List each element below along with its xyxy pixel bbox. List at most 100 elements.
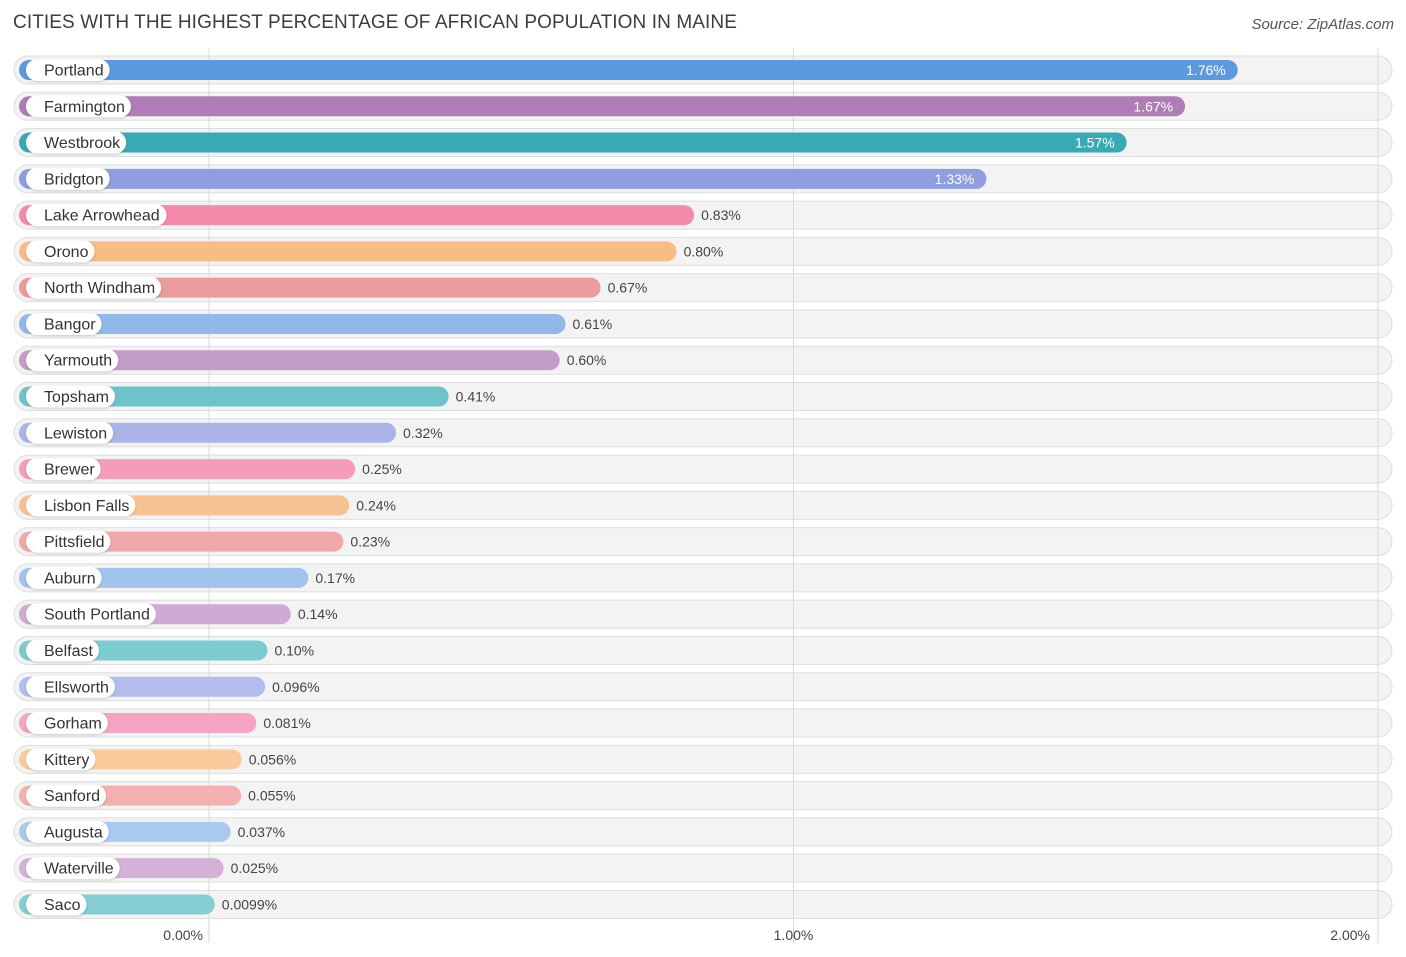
value-label: 0.025% [231, 860, 278, 876]
bar [19, 277, 601, 298]
bar-track [13, 454, 1393, 484]
value-label: 0.0099% [222, 896, 277, 912]
value-label: 0.17% [315, 570, 355, 586]
bar-row: Brewer 0.25% [19, 458, 402, 481]
bar-row: Lisbon Falls 0.24% [19, 494, 396, 517]
category-label: North Windham [44, 280, 155, 297]
x-tick-label: 2.00% [1330, 927, 1370, 943]
category-label: Gorham [44, 716, 102, 733]
bar-track [13, 672, 1393, 702]
category-label: Westbrook [44, 135, 121, 152]
category-label-pill [26, 639, 99, 662]
category-label-pill [26, 530, 111, 553]
bar-track [13, 527, 1393, 557]
category-label: Orono [44, 244, 89, 261]
bar-row: Farmington 1.67% [19, 95, 1186, 118]
bar-row: Augusta 0.037% [19, 820, 285, 843]
category-label-pill [26, 59, 110, 81]
value-label: 0.23% [350, 534, 390, 550]
category-label-pill [26, 748, 96, 771]
bar-row: Orono 0.80% [19, 240, 724, 263]
value-label: 0.80% [684, 243, 724, 259]
bar-track [13, 781, 1393, 811]
category-label: Bridgton [44, 171, 104, 188]
category-label-pill [26, 820, 109, 843]
value-label: 0.096% [272, 679, 319, 695]
category-label: Portland [44, 63, 104, 80]
value-label: 0.83% [701, 207, 741, 223]
category-label: Kittery [44, 752, 89, 769]
bar-track [13, 817, 1393, 847]
category-label-pill [26, 385, 115, 408]
category-label-pill [26, 312, 102, 335]
value-label: 0.10% [274, 642, 314, 658]
bar [19, 96, 1186, 117]
source-note: Source: ZipAtlas.com [1251, 16, 1394, 33]
bar-row: Saco 0.0099% [19, 893, 277, 916]
category-label: Sanford [44, 788, 100, 805]
bar-row: Pittsfield 0.23% [19, 530, 390, 553]
category-label: South Portland [44, 607, 150, 624]
bar-row: Waterville 0.025% [19, 857, 278, 880]
category-label: Lisbon Falls [44, 498, 129, 515]
bar [19, 241, 677, 262]
category-label: Brewer [44, 462, 95, 479]
bar-row: Westbrook 1.57% [19, 131, 1127, 154]
bar-row: Bangor 0.61% [19, 312, 612, 335]
value-label: 1.33% [935, 171, 975, 187]
category-label-pill [26, 349, 119, 372]
bar-track [13, 635, 1393, 665]
chart-title: CITIES WITH THE HIGHEST PERCENTAGE OF AF… [13, 12, 738, 33]
bar-track [13, 889, 1393, 919]
x-tick-label: 0.00% [163, 927, 203, 943]
category-label: Belfast [44, 643, 93, 660]
x-tick-label: 1.00% [774, 927, 814, 943]
bar-row: Auburn 0.17% [19, 566, 355, 589]
category-label: Auburn [44, 570, 96, 587]
bar-row: Sanford 0.055% [19, 784, 296, 807]
bar-row: South Portland 0.14% [19, 603, 338, 626]
category-label-pill [26, 603, 156, 626]
bar-row: Gorham 0.081% [19, 712, 311, 735]
value-label: 0.056% [249, 751, 296, 767]
category-label: Yarmouth [44, 353, 112, 370]
value-label: 1.76% [1186, 62, 1226, 78]
bar [19, 60, 1238, 80]
category-label-pill [26, 494, 136, 517]
bar [19, 350, 560, 371]
bar-track [13, 708, 1393, 738]
value-label: 0.67% [608, 280, 648, 296]
bar-track [13, 744, 1393, 774]
bar [19, 422, 397, 443]
category-label-pill [26, 784, 107, 807]
value-label: 0.41% [456, 389, 496, 405]
category-label-pill [26, 893, 87, 916]
value-label: 0.055% [248, 788, 295, 804]
bar-track [13, 853, 1393, 883]
value-label: 1.57% [1075, 135, 1115, 151]
category-label-pill [26, 204, 167, 227]
bar-track [13, 490, 1393, 520]
category-label-pill [26, 421, 114, 444]
value-label: 0.25% [362, 461, 402, 477]
bar-row: Topsham 0.41% [19, 385, 496, 408]
bar [19, 205, 695, 226]
bar-row: North Windham 0.67% [19, 276, 648, 299]
category-label-pill [26, 675, 115, 698]
category-label: Lake Arrowhead [44, 208, 160, 225]
bar [19, 132, 1127, 153]
category-label-pill [26, 566, 102, 589]
category-label: Topsham [44, 389, 109, 406]
bar-row: Belfast 0.10% [19, 639, 314, 662]
bar-row: Ellsworth 0.096% [19, 675, 320, 698]
category-label-pill [26, 276, 162, 299]
bar-row: Yarmouth 0.60% [19, 349, 606, 372]
category-label-pill [26, 95, 131, 118]
category-label: Ellsworth [44, 679, 109, 696]
category-label-pill [26, 131, 127, 154]
value-label: 0.037% [238, 824, 285, 840]
bar [19, 168, 987, 189]
value-label: 0.14% [298, 606, 338, 622]
bar-row: Bridgton 1.33% [19, 167, 987, 190]
bar-track [13, 563, 1393, 593]
